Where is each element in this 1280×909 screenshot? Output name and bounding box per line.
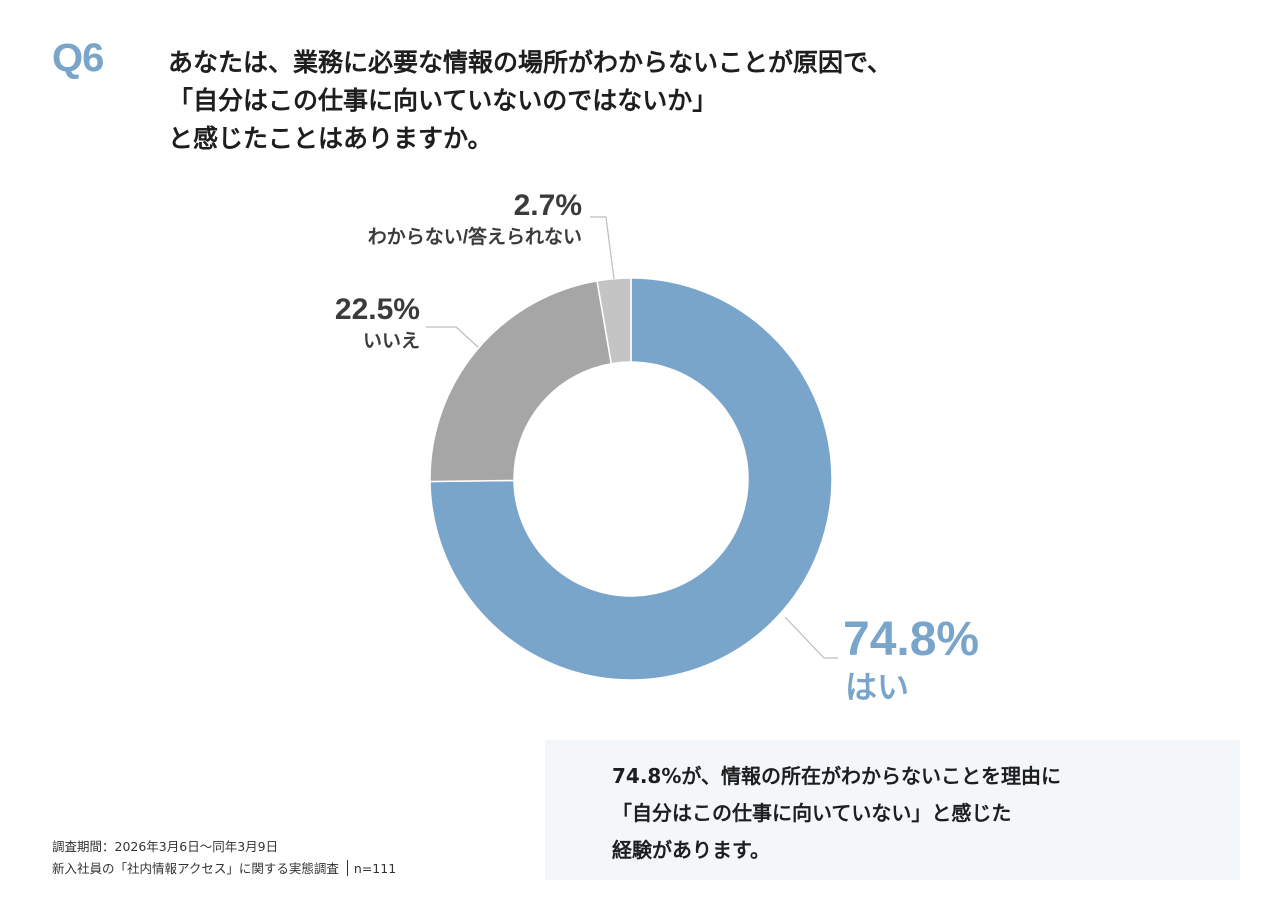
survey-name: 新入社員の「社内情報アクセス」に関する実態調査	[52, 861, 339, 876]
question-text: あなたは、業務に必要な情報の場所がわからないことが原因で、 「自分はこの仕事に向…	[168, 44, 1168, 158]
summary-line-2: 「自分はこの仕事に向いていない」と感じた	[612, 801, 1012, 825]
summary-box: 74.8%が、情報の所在がわからないことを理由に 「自分はこの仕事に向いていない…	[545, 740, 1240, 880]
question-number: Q6	[52, 36, 104, 80]
slice-label-yes: はい	[845, 669, 909, 705]
summary-line-3: 経験があります。	[612, 838, 770, 862]
leader-line-yes	[784, 616, 838, 659]
slice-yes	[429, 277, 833, 681]
slice-labels: 2.7% わからない/答えられない 22.5% いいえ 74.8% はい	[335, 189, 979, 705]
slice-no	[429, 280, 613, 483]
sample-size: n=111	[353, 861, 397, 876]
survey-info: 新入社員の「社内情報アクセス」に関する実態調査 n=111	[52, 858, 396, 880]
summary-line-1: 74.8%が、情報の所在がわからないことを理由に	[612, 764, 1061, 788]
slice-unknown	[596, 277, 632, 365]
survey-footer: 調査期間：2026年3月6日～同年3月9日 新入社員の「社内情報アクセス」に関す…	[52, 836, 396, 880]
leader-line-no	[426, 326, 479, 348]
leader-lines	[426, 216, 838, 659]
slice-value-yes: 74.8%	[843, 613, 979, 666]
question-line-2: 「自分はこの仕事に向いていないのではないか」	[168, 86, 718, 115]
slice-value-unknown: 2.7%	[514, 189, 582, 222]
summary-text: 74.8%が、情報の所在がわからないことを理由に 「自分はこの仕事に向いていない…	[612, 758, 1061, 869]
leader-line-unknown	[590, 216, 615, 280]
survey-period: 調査期間：2026年3月6日～同年3月9日	[52, 839, 279, 854]
question-line-1: あなたは、業務に必要な情報の場所がわからないことが原因で、	[168, 48, 893, 77]
question-line-3: と感じたことはありますか。	[168, 124, 493, 153]
donut-slices	[429, 277, 833, 681]
footer-divider	[346, 860, 348, 876]
slice-label-no: いいえ	[363, 331, 420, 352]
slice-value-no: 22.5%	[335, 293, 420, 326]
slice-label-unknown: わからない/答えられない	[368, 225, 582, 248]
